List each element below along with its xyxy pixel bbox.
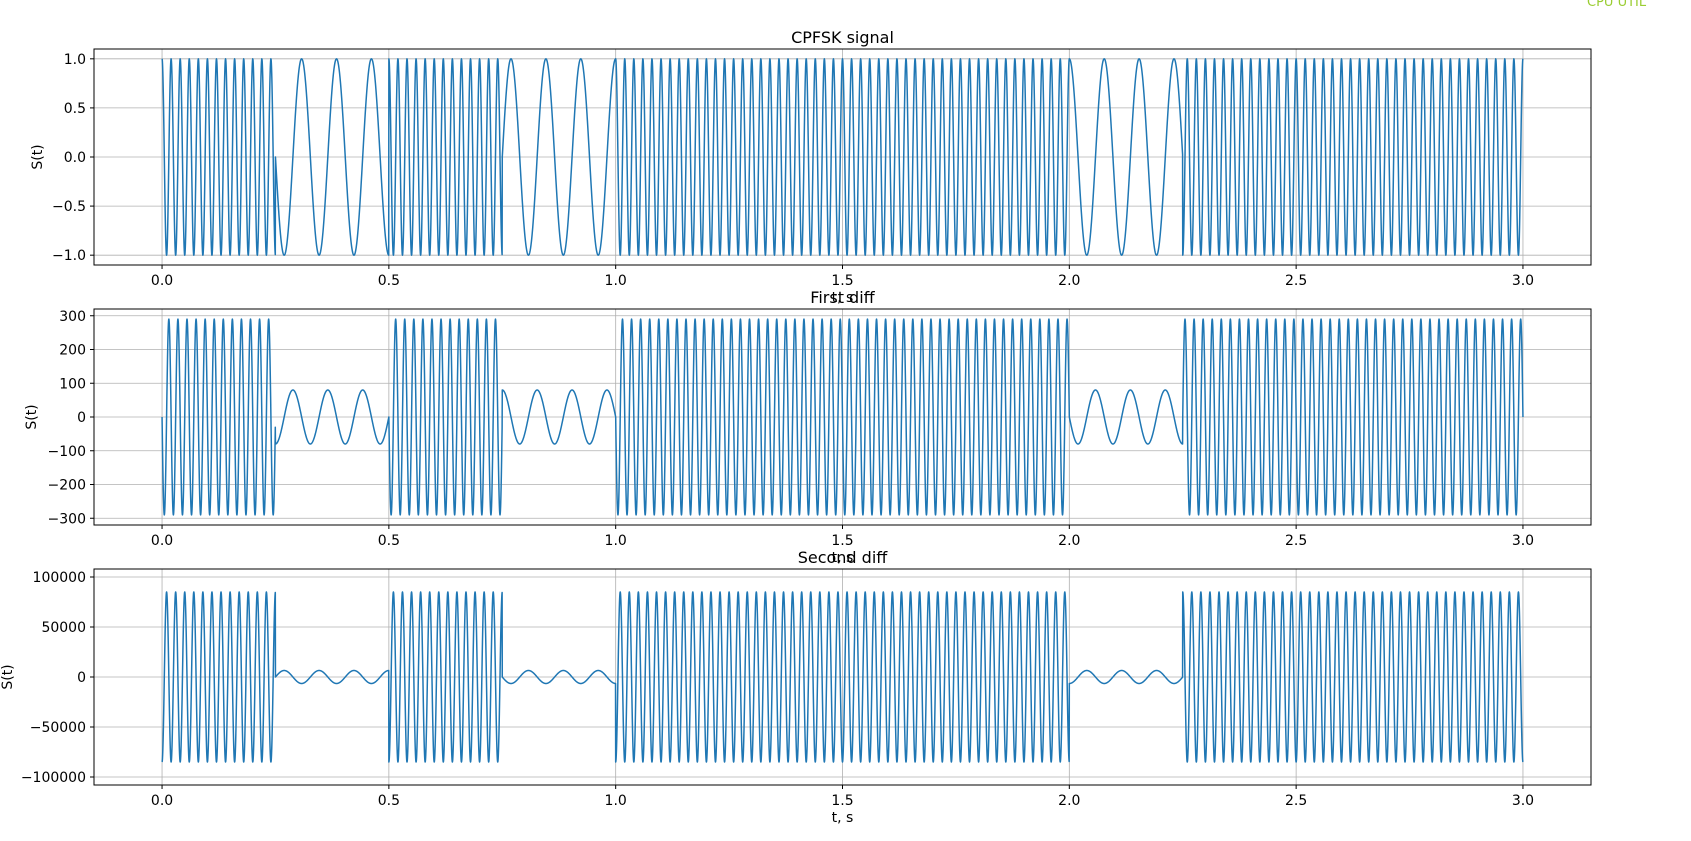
x-tick-label: 0.0	[151, 273, 173, 289]
chart-panel-3: 0.0 0.5 1.0 1.5 2.0 2.5 3.0 100000 50000 0 −50000 −…	[0, 548, 1592, 826]
x-tick-label: 1.5	[831, 273, 853, 289]
y-tick-label: −100	[48, 444, 86, 460]
x-tick-label: 1.5	[831, 533, 853, 549]
y-tick-label: 100000	[33, 570, 86, 586]
y-tick-label: 0	[77, 670, 86, 686]
chart-title: CPFSK signal	[791, 28, 894, 47]
cpu-util-label: CPU UTIL	[1587, 0, 1647, 10]
chart-title: Second diff	[798, 548, 889, 567]
y-axis-label: S(t)	[24, 404, 40, 429]
y-tick-label: −50000	[30, 720, 86, 736]
x-tick-label: 3.0	[1512, 533, 1534, 549]
x-tick-label: 1.0	[605, 533, 627, 549]
y-axis-label: S(t)	[0, 664, 16, 689]
x-tick-label: 2.5	[1285, 793, 1307, 809]
x-axis-label: t, s	[832, 550, 854, 566]
x-tick-label: 0.0	[151, 793, 173, 809]
y-tick-label: 50000	[41, 620, 86, 636]
y-tick-label: −0.5	[52, 199, 86, 215]
y-tick-label: −100000	[21, 770, 86, 786]
y-tick-label: 1.0	[64, 52, 86, 68]
y-tick-label: 300	[59, 309, 86, 325]
y-tick-label: −200	[48, 478, 86, 494]
series-line	[161, 318, 1524, 516]
x-tick-label: 2.5	[1285, 273, 1307, 289]
y-tick-label: 0.0	[64, 150, 86, 166]
x-tick-label: 2.5	[1285, 533, 1307, 549]
x-tick-label: 3.0	[1512, 273, 1534, 289]
y-tick-label: −300	[48, 511, 86, 527]
y-axis-label: S(t)	[30, 144, 46, 169]
y-tick-label: 200	[59, 343, 86, 359]
y-tick-label: −1.0	[52, 248, 86, 264]
chart-panel-1: 0.0 0.5 1.0 1.5 2.0 2.5 3.0 1.0 0.5 0.0 −0.5 −1.0 CP…	[30, 28, 1592, 306]
x-axis-label: t, s	[832, 810, 854, 826]
x-tick-label: 0.5	[378, 793, 400, 809]
y-tick-label: 0	[77, 410, 86, 426]
series-line	[161, 58, 1524, 256]
x-tick-label: 2.0	[1058, 793, 1080, 809]
chart-panel-2: 0.0 0.5 1.0 1.5 2.0 2.5 3.0 300 200 100 0 −100 −200 −…	[24, 288, 1592, 566]
x-tick-label: 2.0	[1058, 533, 1080, 549]
x-tick-label: 0.5	[378, 533, 400, 549]
x-tick-label: 2.0	[1058, 273, 1080, 289]
y-tick-label: 100	[59, 376, 86, 392]
x-tick-label: 0.0	[151, 533, 173, 549]
series-line	[161, 591, 1524, 763]
x-tick-label: 3.0	[1512, 793, 1534, 809]
x-tick-label: 1.0	[605, 793, 627, 809]
x-tick-label: 1.0	[605, 273, 627, 289]
x-tick-label: 0.5	[378, 273, 400, 289]
x-tick-label: 1.5	[831, 793, 853, 809]
x-axis-label: t, s	[832, 290, 854, 306]
y-tick-label: 0.5	[64, 101, 86, 117]
chart-title: First diff	[810, 288, 875, 307]
